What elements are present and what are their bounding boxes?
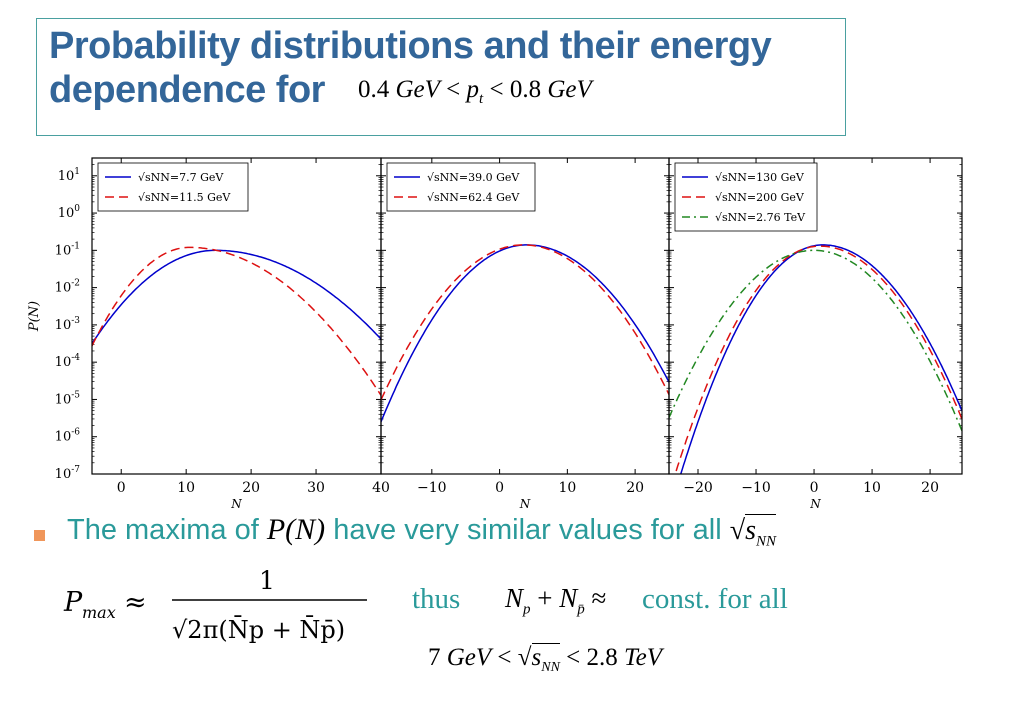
series-line bbox=[381, 244, 669, 422]
x-tick-label: −20 bbox=[683, 480, 713, 496]
energy-range: 7 GeV < √sNN < 2.8 TeV bbox=[428, 643, 663, 675]
y-tick-label: 10-7 bbox=[55, 465, 81, 482]
legend-label: √sNN=62.4 GeV bbox=[427, 191, 520, 204]
y-tick-label: 10-5 bbox=[55, 390, 81, 407]
series-line bbox=[381, 244, 669, 401]
bullet-text: The maxima of P(N) have very similar val… bbox=[67, 513, 777, 550]
x-tick-label: 0 bbox=[495, 480, 504, 496]
legend-label: √sNN=39.0 GeV bbox=[427, 171, 520, 184]
x-tick-label: 10 bbox=[863, 480, 881, 496]
x-tick-label: 10 bbox=[558, 480, 576, 496]
plot-frame bbox=[668, 157, 963, 475]
series-line bbox=[92, 246, 381, 396]
y-tick-label: 10-6 bbox=[55, 428, 81, 445]
legend-label: √sNN=11.5 GeV bbox=[138, 191, 231, 204]
y-tick-label: 10-3 bbox=[55, 316, 81, 333]
legend-label: √sNN=2.76 TeV bbox=[715, 211, 806, 224]
x-tick-label: 20 bbox=[242, 480, 260, 496]
x-axis-label: N bbox=[230, 497, 242, 510]
title-box: Probability distributions and their ener… bbox=[36, 18, 846, 136]
legend-label: √sNN=7.7 GeV bbox=[138, 171, 224, 184]
x-tick-label: −10 bbox=[417, 480, 447, 496]
svg-text:P: P bbox=[63, 587, 83, 618]
y-tick-label: 10-2 bbox=[55, 279, 80, 296]
legend-box bbox=[386, 162, 536, 212]
pt-condition: 0.4 GeV < pt < 0.8 GeV bbox=[358, 76, 592, 107]
page-title-line1: Probability distributions and their ener… bbox=[49, 25, 772, 67]
svg-text:1: 1 bbox=[259, 566, 275, 595]
legend-label: √sNN=200 GeV bbox=[715, 191, 805, 204]
x-tick-label: 10 bbox=[177, 480, 195, 496]
legend-box bbox=[674, 162, 818, 232]
x-tick-label: 30 bbox=[307, 480, 325, 496]
x-tick-label: 20 bbox=[921, 480, 939, 496]
x-tick-label: 20 bbox=[626, 480, 644, 496]
legend-label: √sNN=130 GeV bbox=[715, 171, 805, 184]
x-axis-label: N bbox=[519, 497, 531, 510]
y-tick-label: 101 bbox=[58, 167, 80, 184]
bullet-marker bbox=[34, 530, 45, 541]
series-line bbox=[92, 249, 381, 344]
series-line bbox=[674, 245, 962, 474]
y-tick-label: 100 bbox=[58, 204, 81, 221]
page-title-line2: dependence for bbox=[49, 69, 325, 111]
x-tick-label: 40 bbox=[372, 480, 390, 496]
x-axis-label: N bbox=[809, 497, 821, 510]
svg-text:max: max bbox=[82, 603, 116, 622]
series-line bbox=[669, 249, 962, 432]
series-line bbox=[679, 244, 962, 474]
thus-label: thus bbox=[412, 583, 461, 615]
n-sum: Np + Np̄ ≈ bbox=[505, 583, 607, 618]
x-tick-label: 0 bbox=[117, 480, 126, 496]
svg-text:√2π(N̄p + N̄p̄): √2π(N̄p + N̄p̄) bbox=[172, 616, 345, 644]
y-axis-label: P(N) bbox=[27, 301, 42, 332]
y-tick-label: 10-1 bbox=[55, 241, 80, 258]
y-tick-label: 10-4 bbox=[55, 353, 81, 370]
svg-text:≈: ≈ bbox=[124, 587, 147, 618]
pmax-formula: P max ≈ 1 √2π(N̄p + N̄p̄) bbox=[62, 565, 382, 654]
x-tick-label: 0 bbox=[810, 480, 819, 496]
const-label: const. for all bbox=[642, 583, 788, 615]
x-tick-label: −10 bbox=[741, 480, 771, 496]
legend-box bbox=[97, 162, 249, 212]
